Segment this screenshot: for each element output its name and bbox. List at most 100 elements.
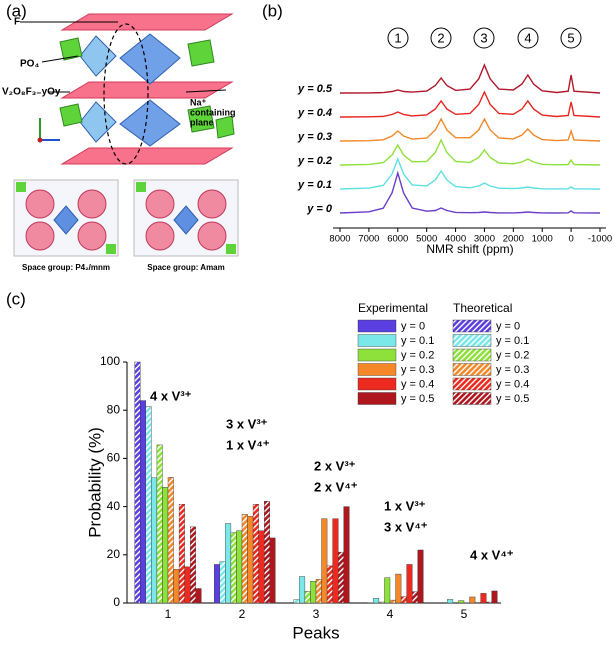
bar bbox=[343, 506, 350, 604]
panel-label: (c) bbox=[6, 289, 26, 308]
y-tick-label: 20 bbox=[107, 547, 121, 561]
bar bbox=[310, 581, 317, 604]
panel-c: (c) 0 20 40 60 80 100 Probability (%) Peaks 1 2 3 4 5… bbox=[6, 289, 609, 642]
bar bbox=[469, 596, 476, 604]
spectrum-line bbox=[339, 90, 601, 118]
legend-swatch bbox=[452, 319, 492, 333]
bar bbox=[151, 477, 158, 604]
atom bbox=[145, 189, 175, 219]
spectrum-line bbox=[339, 170, 601, 214]
bar bbox=[412, 591, 418, 604]
legend-title: Experimental bbox=[358, 301, 428, 315]
series-label: y = 0.4 bbox=[297, 107, 332, 119]
bar bbox=[247, 516, 254, 604]
atom bbox=[77, 221, 107, 251]
peak-label: 2 bbox=[437, 30, 444, 45]
legend-label: y = 0.3 bbox=[401, 364, 434, 376]
panel-label: (a) bbox=[6, 1, 27, 20]
octahedron bbox=[173, 205, 199, 235]
bar bbox=[304, 590, 311, 604]
peak-marker bbox=[387, 27, 409, 49]
plane bbox=[60, 13, 234, 31]
atom bbox=[25, 221, 55, 251]
bar bbox=[400, 596, 407, 604]
annotation: 4 x V³⁺ bbox=[150, 388, 192, 403]
y-tick-label: 40 bbox=[107, 499, 121, 513]
x-tick-label: 2 bbox=[239, 607, 246, 621]
x-tick-label: 8000 bbox=[329, 234, 350, 245]
octahedron bbox=[53, 205, 79, 235]
axis-icon bbox=[37, 137, 43, 143]
legend-label: y = 0 bbox=[401, 320, 425, 332]
legend-swatch bbox=[357, 363, 397, 376]
dashed-ellipse bbox=[103, 23, 149, 165]
legend-swatch bbox=[357, 377, 397, 391]
legend-swatch bbox=[452, 334, 492, 347]
octahedron bbox=[119, 33, 181, 85]
bar bbox=[214, 564, 221, 604]
bar bbox=[167, 476, 174, 604]
legend-label: y = 0.1 bbox=[496, 335, 529, 347]
x-tick-label: 1 bbox=[165, 607, 172, 621]
legend-swatch bbox=[357, 334, 397, 347]
bar bbox=[230, 532, 237, 604]
x-tick-label: -1000 bbox=[588, 234, 612, 245]
legend-swatch bbox=[452, 377, 492, 391]
peak-label: 1 bbox=[394, 30, 401, 45]
label-v: V₂O₈F₃₋yOy bbox=[2, 87, 61, 98]
atom bbox=[77, 189, 107, 219]
bar bbox=[189, 526, 196, 604]
annotation: 2 x V⁴⁺ bbox=[314, 479, 358, 494]
annotation: 1 x V³⁺ bbox=[384, 498, 426, 513]
tetrahedron bbox=[187, 39, 215, 67]
bar bbox=[326, 565, 333, 604]
crystal-view bbox=[13, 179, 239, 257]
bar bbox=[480, 593, 487, 604]
legend-label: y = 0.2 bbox=[401, 349, 434, 361]
legend-label: y = 0.4 bbox=[496, 378, 529, 390]
bar bbox=[299, 576, 306, 604]
panel-a: (a) F PO₄ V₂O₈F₃₋yOy Na⁺ conta bbox=[2, 1, 239, 272]
series-label: y = 0 bbox=[306, 203, 333, 215]
spectrum-line bbox=[339, 138, 601, 166]
label-na: Na⁺ bbox=[190, 97, 207, 107]
peak-label: 5 bbox=[567, 30, 574, 45]
legend-swatch bbox=[452, 363, 492, 376]
bar bbox=[225, 523, 232, 604]
peak-marker bbox=[560, 27, 582, 49]
atom bbox=[25, 189, 55, 219]
bar bbox=[264, 501, 270, 604]
panel-label: (b) bbox=[262, 1, 283, 20]
x-tick-label: 1000 bbox=[532, 234, 553, 245]
x-tick-label: 7000 bbox=[358, 234, 379, 245]
bar bbox=[315, 579, 322, 604]
legend-label: y = 0.2 bbox=[496, 349, 529, 361]
label-na: plane bbox=[190, 117, 214, 127]
tetrahedron bbox=[136, 182, 146, 192]
bar bbox=[241, 514, 248, 604]
x-axis-label: NMR shift (ppm) bbox=[426, 242, 513, 256]
bar bbox=[395, 573, 402, 604]
x-tick-label: 0 bbox=[568, 234, 573, 245]
bar bbox=[389, 599, 396, 604]
label-na: containing bbox=[190, 107, 236, 117]
bar bbox=[373, 597, 380, 604]
space-group: Space group: Amam bbox=[147, 263, 225, 272]
plane bbox=[60, 81, 234, 99]
arrow bbox=[185, 89, 227, 93]
bar bbox=[491, 590, 498, 604]
y-axis-label: Probability (%) bbox=[85, 427, 104, 538]
tetrahedron bbox=[215, 115, 235, 139]
bar bbox=[162, 487, 169, 604]
plane bbox=[60, 147, 234, 165]
octahedron bbox=[79, 35, 117, 77]
bar bbox=[332, 518, 339, 604]
annotation: 1 x V⁴⁺ bbox=[226, 437, 270, 452]
y-tick-label: 0 bbox=[113, 595, 120, 609]
bar bbox=[236, 530, 243, 604]
spectrum-line bbox=[339, 63, 601, 94]
y-tick-label: 60 bbox=[107, 451, 121, 465]
legend-title: Theoretical bbox=[453, 301, 512, 315]
x-tick-label: 4000 bbox=[445, 234, 466, 245]
